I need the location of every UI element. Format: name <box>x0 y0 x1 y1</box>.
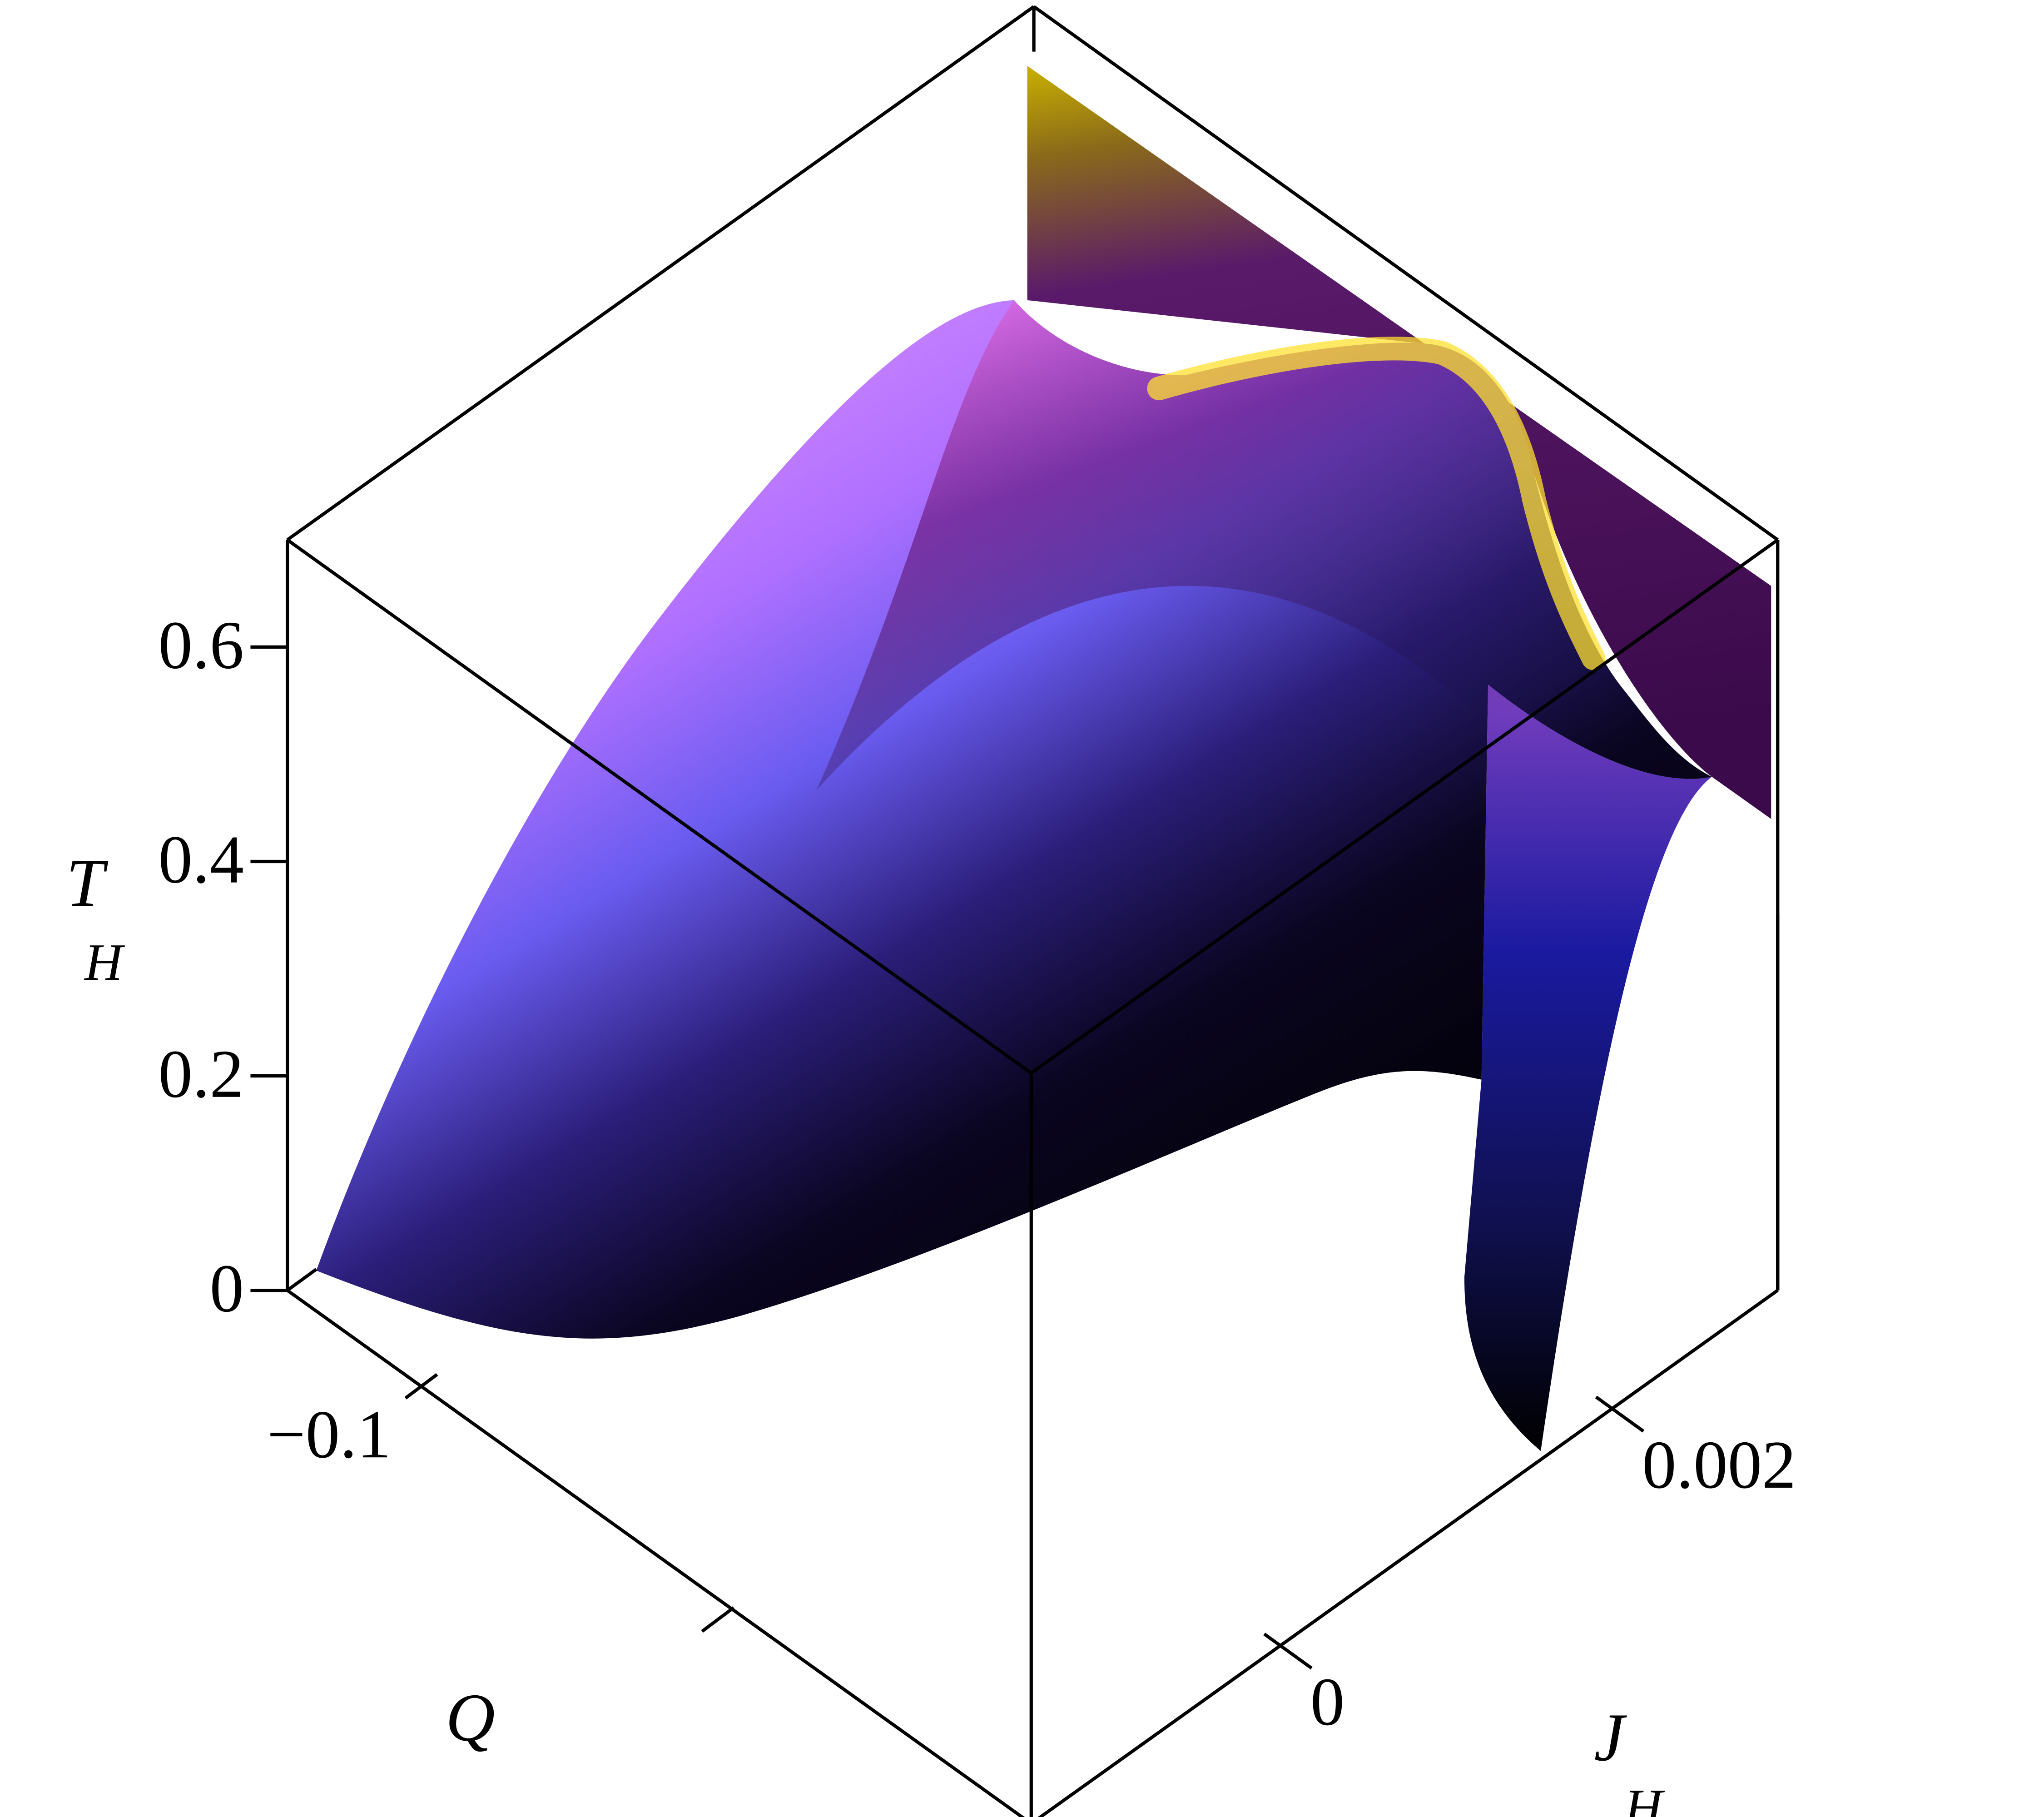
y-label: J <box>1594 1699 1627 1775</box>
z-tick-label: 0.2 <box>159 1036 244 1112</box>
z-label-sub: H <box>84 933 125 992</box>
x-tick <box>404 1373 438 1400</box>
box-front: 0 0.2 0.4 0.6 −0.1 0 0.002 <box>159 538 1796 1817</box>
box-edge <box>286 5 1035 541</box>
y-tick-label: 0 <box>1310 1664 1344 1740</box>
x-tick-label: −0.1 <box>267 1396 391 1472</box>
surface-highlight <box>1147 337 1606 670</box>
z-tick-label: 0.4 <box>159 822 244 898</box>
y-label-sub: H <box>1623 1779 1665 1817</box>
box-edge <box>286 1268 318 1292</box>
z-label: T <box>66 845 109 921</box>
surface-ridge <box>816 300 1620 790</box>
x-tick <box>701 1618 719 1633</box>
surface-right <box>1464 685 1712 1451</box>
x-tick <box>717 1606 735 1621</box>
y-tick <box>1263 1633 1313 1670</box>
box-edge <box>286 538 1032 1075</box>
box-edge <box>1030 538 1779 1075</box>
x-label: Q <box>446 1680 495 1756</box>
surface <box>316 65 1771 1451</box>
surface-wall <box>1027 65 1771 819</box>
z-tick-label: 0 <box>210 1251 244 1326</box>
box-edge <box>1032 5 1779 541</box>
box-edge <box>286 1289 1025 1817</box>
y-tick-label: 0.002 <box>1642 1427 1796 1503</box>
box-edge <box>1037 1289 1779 1817</box>
y-tick <box>1595 1395 1645 1433</box>
z-tick-label: 0.6 <box>159 607 244 683</box>
